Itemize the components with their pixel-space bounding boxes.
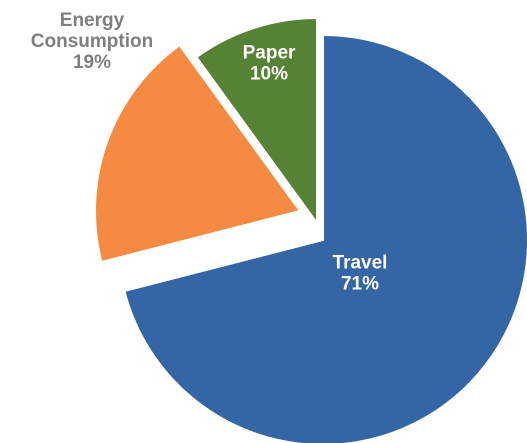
slice-name-label: Travel [333, 253, 388, 274]
slice-value-label: 19% [73, 52, 111, 73]
pie-slices [94, 16, 527, 443]
slice-value-label: 71% [341, 274, 379, 295]
slice-name-label: Paper [243, 43, 296, 64]
slice-value-label: 10% [250, 64, 288, 85]
pie-slice-paper [195, 16, 318, 227]
slice-name-label: Energy [60, 10, 125, 31]
slice-name-label: Consumption [31, 31, 153, 52]
pie-slice-energy-consumption [94, 43, 302, 264]
pie-slice-travel [123, 33, 527, 443]
